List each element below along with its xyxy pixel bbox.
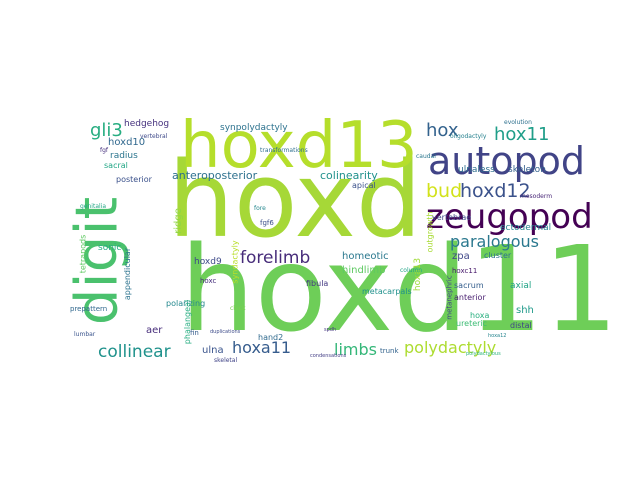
word-anterior: anterior [454,293,486,302]
word-ulnaless: ulnaless [458,165,495,175]
word-vertebrae: vertebrae [432,213,472,222]
word-fgf: fgf [100,147,109,154]
word-hox11: hox11 [494,124,550,145]
word-polydactylous: polydactylous [466,351,501,357]
word-hand2: hand2 [258,333,284,342]
word-axial: axial [510,281,532,291]
word-aer: aer [146,325,163,336]
word-hoxd12: hoxd12 [460,180,531,202]
word-oligodactyly: oligodactyly [450,133,487,140]
word-hedgehog: hedgehog [124,119,170,129]
word-hoxc11: hoxc11 [452,267,478,275]
word-hoxa13: hoxa13 [413,257,424,292]
word-trunk: trunk [380,347,399,355]
word-syndactyly: syndactyly [230,240,240,284]
word-column: column [400,267,423,274]
word-skeleton: skeleton [508,165,546,175]
word-forelimb: forelimb [240,248,311,268]
word-ureteric: ureteric [456,319,488,328]
word-homeotic: homeotic [342,251,389,262]
word-hoxd: hoxd [168,139,422,261]
word-transformations: transformations [260,147,308,154]
word-colinearity: colinearity [320,169,378,182]
word-metanephric: metanephric [445,275,454,320]
word-hoxc: hoxc [200,277,217,285]
word-hoxa11: hoxa11 [232,338,292,357]
word-fgf6: fgf6 [260,219,274,227]
word-ulna: ulna [202,345,224,356]
word-zpa: zpa [452,251,470,262]
word-chick: chick [230,305,246,312]
word-limbs: limbs [334,340,377,359]
word-ectodermal: ectodermal [500,223,552,233]
word-hoxd9: hoxd9 [194,257,222,267]
word-tetrapods: tetrapods [78,234,88,274]
word-hoxa: hoxa [470,311,490,320]
word-cloud: hoxd hoxd11 hoxd13 digit autopod zeugopo… [62,114,618,364]
word-duplications: duplications [210,329,241,335]
word-sacrum: sacrum [454,281,484,290]
word-posterior: posterior [116,175,152,184]
word-caudal: caudal [416,153,436,160]
word-phalangeal: phalangeal [183,299,193,345]
word-fibula: fibula [306,279,329,288]
word-paralogous: paralogous [450,232,539,251]
word-hoxd11: hoxd11 [180,220,619,358]
word-sonic: sonic [98,243,122,253]
word-anteroposterior: anteroposterior [172,169,258,182]
word-spdh: spdh [324,327,337,333]
word-metacarpals: metacarpals [362,287,412,296]
word-vertebral: vertebral [140,133,168,140]
word-hoxd10: hoxd10 [108,137,146,148]
word-autopod: autopod [428,139,586,183]
word-synpolydactyly: synpolydactyly [220,123,288,133]
word-outgrowth: outgrowth [425,211,435,253]
word-cluster: cluster [484,251,512,260]
word-lumbar: lumbar [74,331,96,338]
word-condensations: condensations [310,353,347,359]
word-bud: bud [426,180,463,202]
word-fore: fore [254,205,266,212]
word-gli3: gli3 [90,120,123,141]
word-genitalia: genitalia [80,203,107,210]
word-apical: apical [352,181,376,190]
word-polydactyly: polydactyly [404,338,497,357]
word-collinear: collinear [98,342,171,362]
word-fin: fin [190,329,199,337]
word-ridge: ridge [172,208,184,234]
word-hoxd13: hoxd13 [180,109,418,183]
word-zeugopod: zeugopod [426,197,593,237]
word-evolution: evolution [504,119,532,126]
word-prepattern: prepattern [70,305,108,313]
word-radius: radius [110,151,138,161]
word-polarizing: polarizing [166,299,206,308]
word-skeletal: skeletal [214,357,238,364]
word-mesoderm: mesoderm [520,193,553,200]
word-hox: hox [426,120,459,141]
word-hoxa12: hoxa12 [488,333,507,339]
word-sacral: sacral [104,161,128,170]
word-shh: shh [516,305,534,316]
word-appendicular: appendicular [123,247,133,301]
word-hindlimb: hindlimb [342,265,386,276]
word-distal: distal [510,321,532,330]
